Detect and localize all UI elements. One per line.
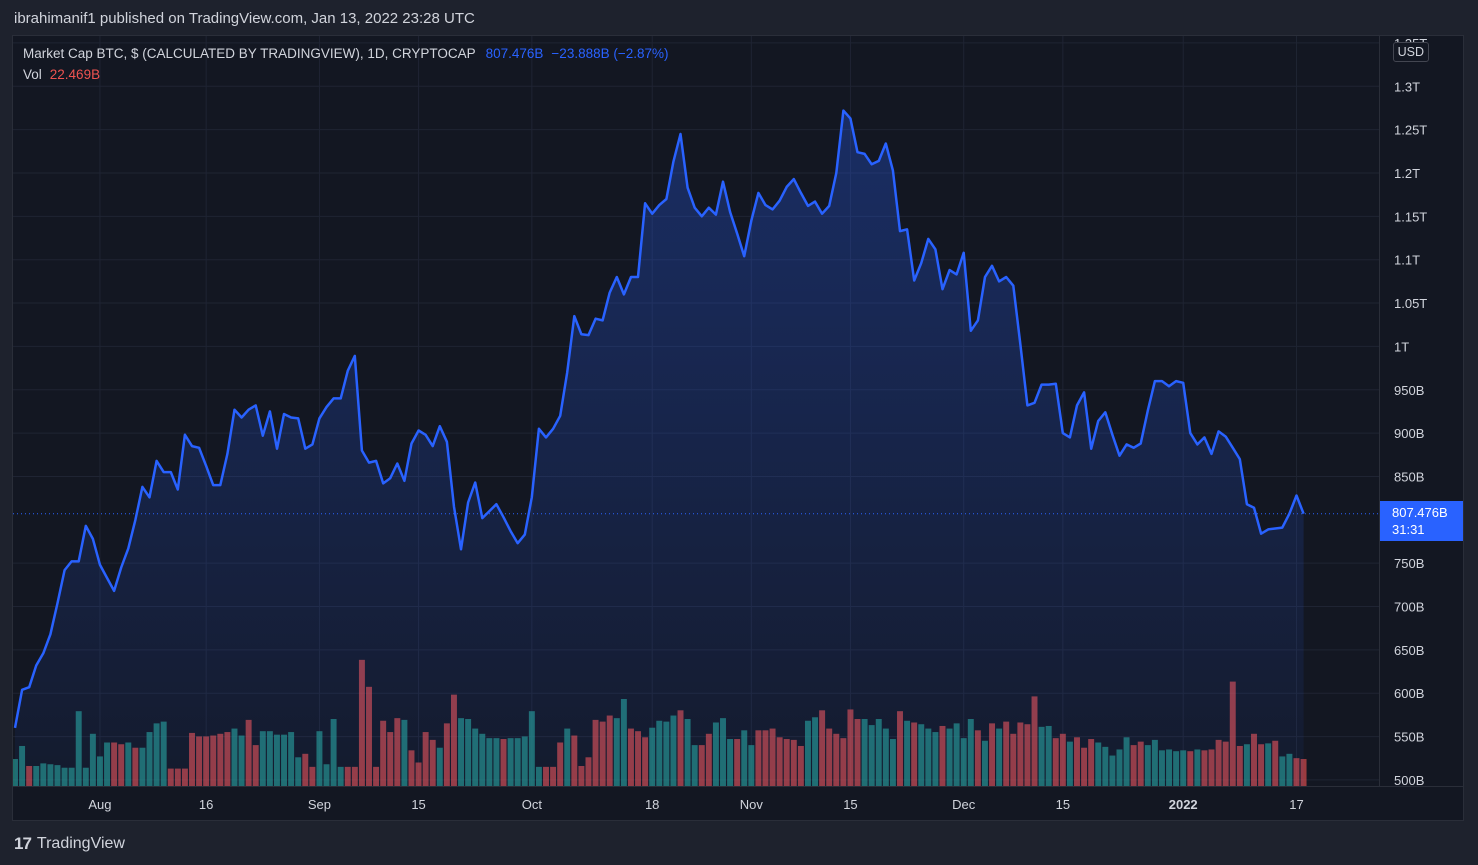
bar-countdown: 31:31: [1392, 522, 1425, 537]
y-tick-label: 650B: [1394, 643, 1424, 658]
x-tick-label: 2022: [1169, 797, 1198, 812]
tradingview-logo-icon: 17: [14, 834, 32, 853]
chart-canvas[interactable]: 1.35T1.3T1.25T1.2T1.15T1.1T1.05T1T950B90…: [13, 36, 1463, 820]
y-tick-label: 950B: [1394, 383, 1424, 398]
x-tick-label: 17: [1289, 797, 1303, 812]
y-tick-label: 750B: [1394, 556, 1424, 571]
tradingview-brand: TradingView: [36, 835, 125, 852]
legend-change: −23.888B (−2.87%): [551, 46, 669, 61]
legend-volume: Vol 22.469B: [23, 67, 100, 82]
y-tick-label: 850B: [1394, 469, 1424, 484]
legend-main: Market Cap BTC, $ (CALCULATED BY TRADING…: [23, 46, 669, 61]
y-tick-label: 1.3T: [1394, 79, 1420, 94]
time-axis[interactable]: Aug 16 Sep 15 Oct 18 Nov 15 Dec 15 2022 17: [13, 786, 1463, 813]
y-tick-label: 900B: [1394, 426, 1424, 441]
x-tick-label: Dec: [952, 797, 976, 812]
currency-button[interactable]: USD: [1392, 42, 1429, 62]
legend-value: 807.476B: [485, 46, 544, 61]
tradingview-logo[interactable]: 17 TradingView: [14, 834, 125, 854]
y-tick-label: 1.2T: [1394, 166, 1420, 181]
last-price-tag: 807.476B 31:31: [1380, 501, 1463, 541]
market-cap-line: [13, 109, 1305, 729]
y-tick-label: 550B: [1394, 730, 1424, 745]
publish-line: ibrahimanif1 published on TradingView.co…: [14, 10, 475, 27]
legend-title: Market Cap BTC, $ (CALCULATED BY TRADING…: [23, 46, 476, 61]
last-price-value: 807.476B: [1392, 505, 1448, 520]
y-tick-label: 1.1T: [1394, 253, 1420, 268]
y-tick-label: 700B: [1394, 600, 1424, 615]
x-tick-label: 18: [645, 797, 659, 812]
y-tick-label: 500B: [1394, 773, 1424, 788]
x-tick-label: 15: [843, 797, 857, 812]
x-tick-label: Aug: [88, 797, 111, 812]
legend-vol-value: 22.469B: [49, 67, 101, 82]
chart-panel[interactable]: 1.35T1.3T1.25T1.2T1.15T1.1T1.05T1T950B90…: [12, 35, 1464, 821]
price-area: [15, 110, 1304, 787]
x-tick-label: 15: [411, 797, 425, 812]
y-tick-label: 1T: [1394, 339, 1409, 354]
x-tick-label: 16: [199, 797, 213, 812]
y-tick-label: 1.15T: [1394, 209, 1427, 224]
legend-vol-label: Vol: [23, 67, 42, 82]
x-tick-label: Sep: [308, 797, 331, 812]
y-tick-label: 600B: [1394, 686, 1424, 701]
x-tick-label: 15: [1056, 797, 1070, 812]
x-tick-label: Oct: [522, 797, 543, 812]
x-tick-label: Nov: [740, 797, 764, 812]
price-area-fill: [15, 110, 1304, 787]
y-tick-label: 1.05T: [1394, 296, 1427, 311]
price-axis[interactable]: 1.35T1.3T1.25T1.2T1.15T1.1T1.05T1T950B90…: [1379, 36, 1428, 788]
price-line: [13, 109, 1379, 729]
y-tick-label: 1.25T: [1394, 123, 1427, 138]
